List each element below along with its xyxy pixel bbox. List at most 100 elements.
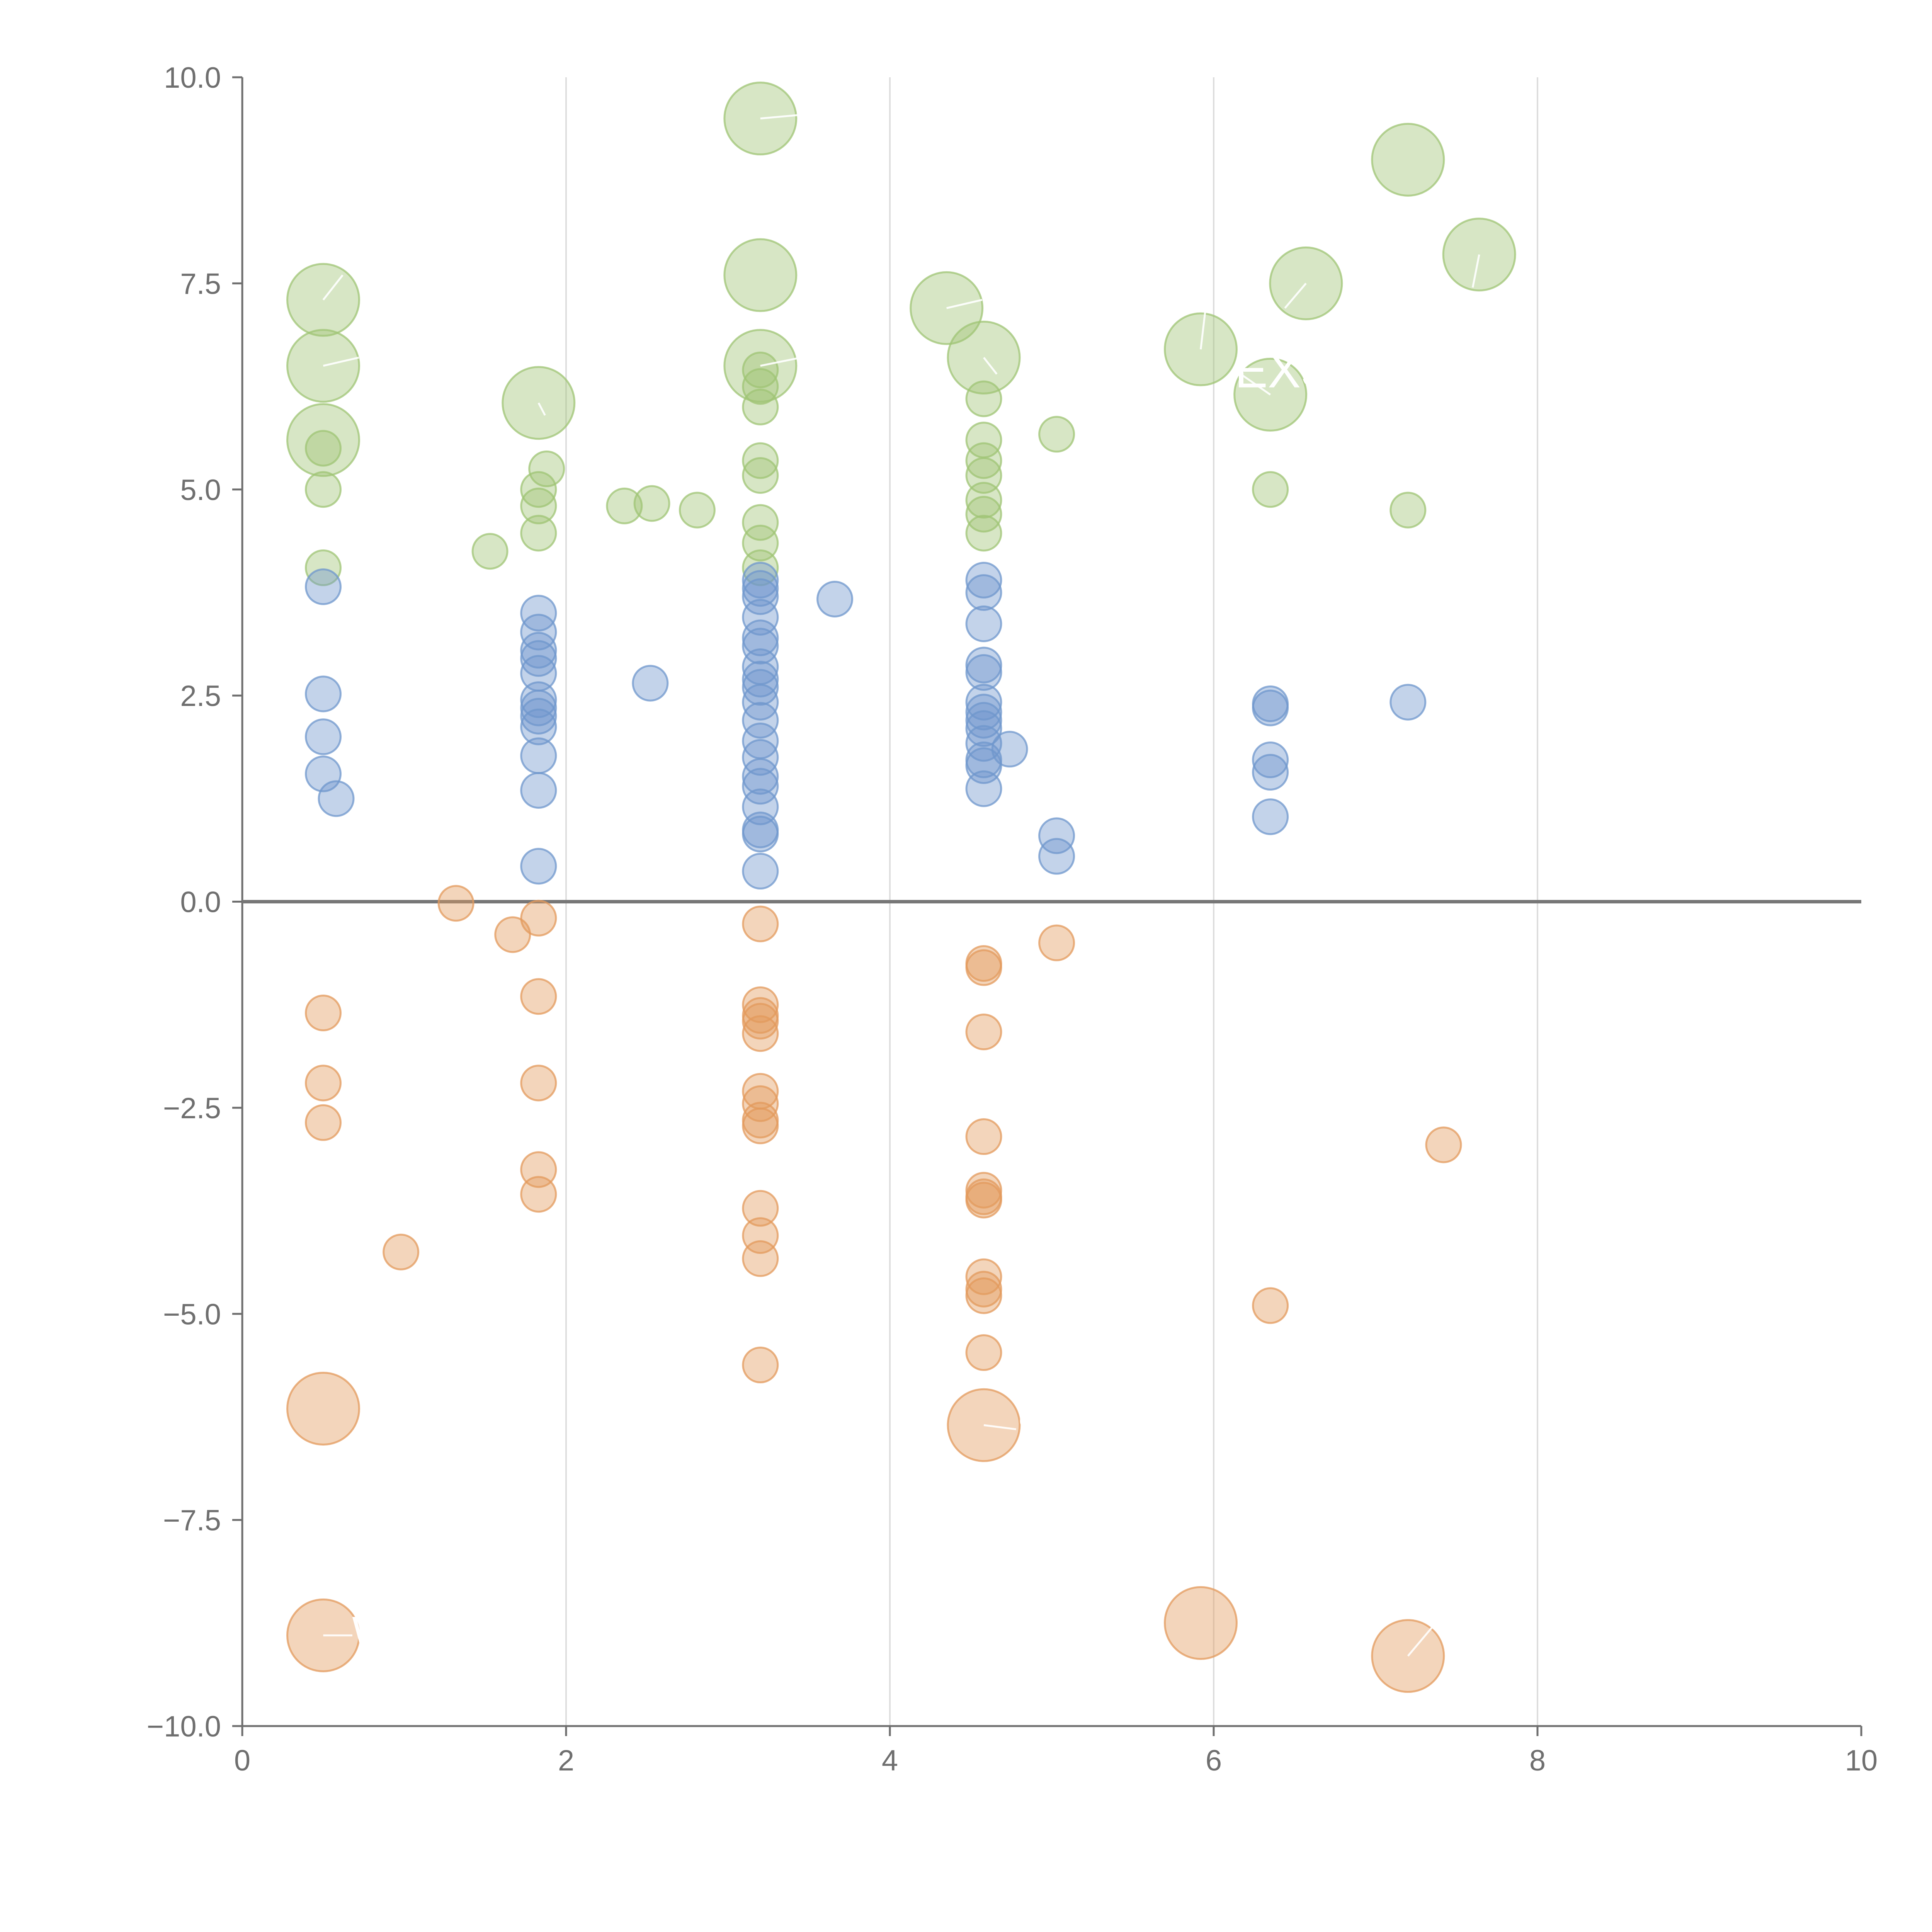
green-bubble [742, 457, 779, 494]
orange-bubble [965, 1258, 1002, 1295]
y-tick-label: −5.0 [163, 1298, 221, 1331]
green-bubble [742, 368, 779, 405]
annotation-label: S [1016, 1402, 1049, 1458]
blue-bubble [742, 570, 779, 607]
blue-bubble [520, 708, 557, 745]
green-bubble [1389, 492, 1427, 529]
blue-bubble [1252, 689, 1289, 726]
green-bubble [528, 450, 565, 487]
x-tick-label: 10 [1845, 1744, 1878, 1777]
blue-bubble [520, 848, 557, 885]
blue-bubble [965, 605, 1002, 643]
blue-bubble [305, 675, 342, 713]
green-bubble [965, 481, 1002, 519]
orange-bubble [742, 1240, 779, 1277]
green-bubble [1038, 416, 1075, 453]
blue-bubble [742, 758, 779, 795]
blue-bubble [742, 739, 779, 776]
blue-bubble [965, 574, 1002, 611]
annotation-leader [1471, 254, 1480, 288]
y-tick-label: 0.0 [180, 886, 221, 919]
blue-bubble [742, 578, 779, 615]
y-tick-label: 5.0 [180, 474, 221, 507]
annotation-leader [323, 356, 359, 367]
green-bubble [606, 487, 643, 524]
y-tick-label: 7.5 [180, 267, 221, 300]
green-bubble [965, 380, 1002, 417]
orange-bubble [1038, 924, 1075, 961]
green-bubble [305, 471, 342, 508]
green-bubble [742, 388, 779, 425]
x-tick-label: 6 [1206, 1744, 1222, 1777]
orange-bubble [1425, 1126, 1462, 1163]
blue-bubble [1252, 754, 1289, 791]
orange-bubble [520, 1065, 557, 1102]
orange-bubble [383, 1233, 420, 1270]
annotation-leader [322, 274, 344, 301]
x-tick-label: 4 [882, 1744, 898, 1777]
annotation-leader [946, 299, 983, 309]
blue-bubble [742, 619, 779, 656]
annotation-leader [760, 113, 806, 120]
orange-bubble [742, 1347, 779, 1384]
blue-bubble [965, 561, 1002, 599]
orange-bubble [742, 905, 779, 942]
annotation-leader [1284, 282, 1307, 309]
orange-bubble [1163, 1586, 1238, 1660]
blue-bubble [1389, 684, 1427, 721]
blue-bubble [742, 816, 779, 853]
green-bubble [1371, 122, 1445, 197]
orange-bubble [742, 1190, 779, 1227]
green-bubble [471, 533, 509, 570]
orange-bubble [965, 1182, 1002, 1219]
annotation-leader [1199, 308, 1207, 350]
blue-bubble [1252, 798, 1289, 835]
green-bubble [742, 504, 779, 541]
blue-bubble [965, 710, 1002, 747]
x-tick-label: 0 [234, 1744, 250, 1777]
orange-bubble [520, 1176, 557, 1213]
blue-bubble [520, 697, 557, 735]
green-bubble [633, 485, 670, 522]
blue-bubble [520, 689, 557, 726]
blue-bubble [742, 669, 779, 706]
orange-bubble [305, 995, 342, 1032]
blue-bubble [742, 599, 779, 636]
orange-bubble [742, 1003, 779, 1040]
annotation-leader [537, 402, 546, 416]
green-bubble [1252, 471, 1289, 508]
orange-bubble [965, 1277, 1002, 1314]
blue-bubble [520, 640, 557, 677]
green-bubble [286, 403, 360, 477]
green-bubble [742, 442, 779, 479]
blue-bubble [965, 770, 1002, 807]
blue-bubble [742, 768, 779, 805]
orange-bubble [305, 1104, 342, 1141]
green-bubble [305, 430, 342, 467]
green-bubble [305, 549, 342, 586]
orange-bubble [286, 1372, 360, 1446]
orange-bubble [965, 1334, 1002, 1371]
blue-bubble [1252, 742, 1289, 779]
green-bubble [965, 515, 1002, 552]
blue-bubble [816, 581, 854, 618]
orange-bubble [1252, 1287, 1289, 1324]
blue-bubble [742, 702, 779, 739]
blue-bubble [305, 568, 342, 605]
green-bubble [742, 549, 779, 586]
orange-bubble [742, 1107, 779, 1145]
orange-bubble [965, 1118, 1002, 1155]
blue-bubble [1038, 817, 1075, 854]
bubbles [286, 82, 1516, 1693]
blue-bubble [1038, 838, 1075, 875]
blue-bubble [318, 780, 355, 817]
annotation-leader [983, 357, 998, 375]
annotation-leader [760, 356, 801, 367]
green-bubble [965, 442, 1002, 479]
x-tick-label: 8 [1529, 1744, 1546, 1777]
blue-bubble [742, 628, 779, 665]
annotation-leader [1234, 369, 1271, 396]
blue-bubble [520, 595, 557, 632]
orange-bubble [965, 949, 1002, 986]
y-tick-label: 2.5 [180, 680, 221, 713]
